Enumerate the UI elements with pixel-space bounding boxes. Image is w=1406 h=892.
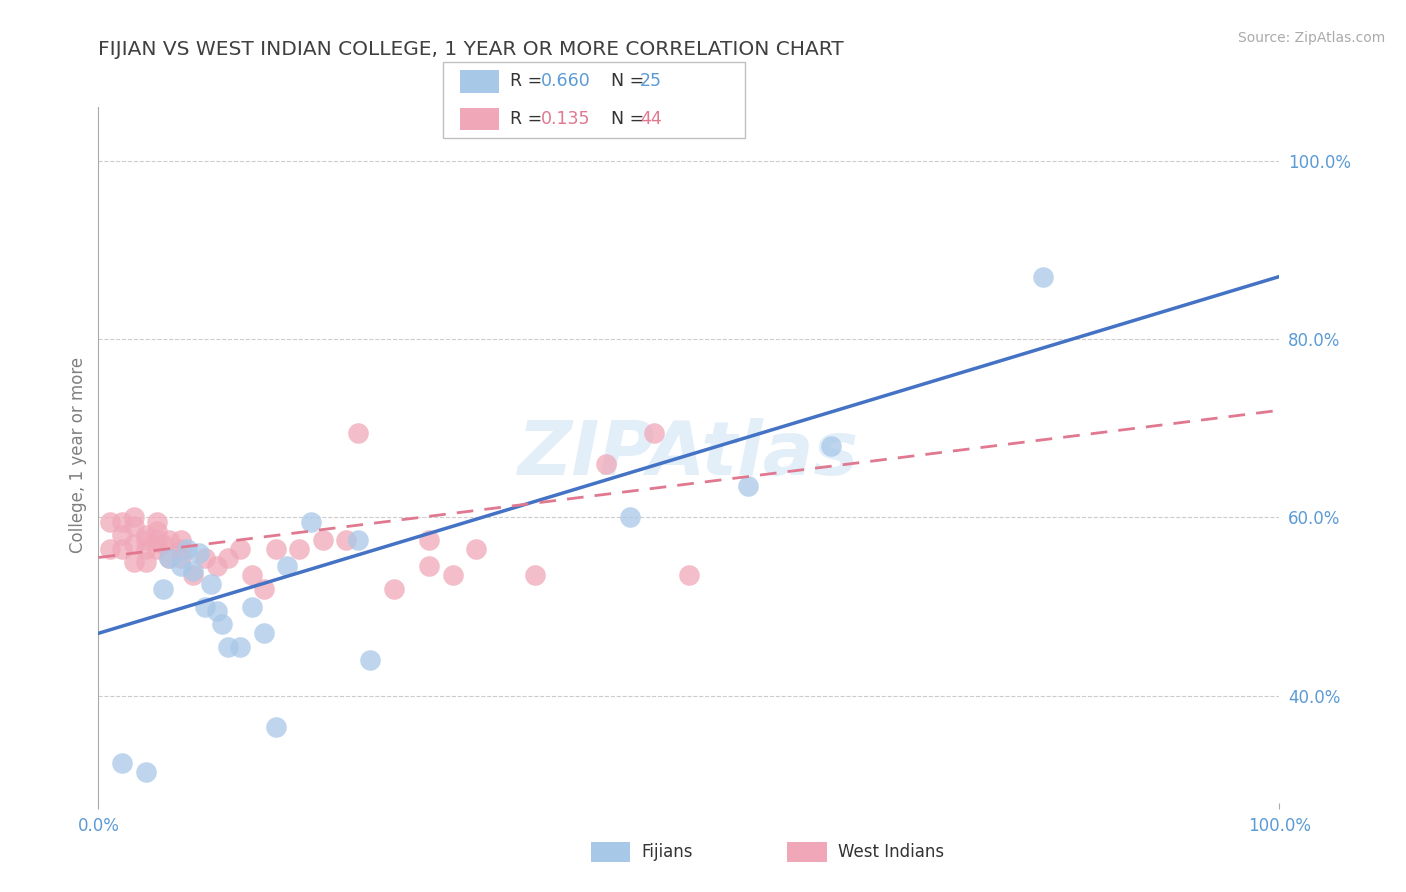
Point xyxy=(111,528,134,542)
Point xyxy=(170,559,193,574)
Point xyxy=(176,541,198,556)
Point xyxy=(157,550,180,565)
Point xyxy=(122,510,145,524)
Point xyxy=(146,541,169,556)
Point xyxy=(122,555,145,569)
Point xyxy=(264,720,287,734)
Point xyxy=(181,568,204,582)
Point xyxy=(264,541,287,556)
Text: FIJIAN VS WEST INDIAN COLLEGE, 1 YEAR OR MORE CORRELATION CHART: FIJIAN VS WEST INDIAN COLLEGE, 1 YEAR OR… xyxy=(98,40,844,59)
Point xyxy=(240,568,263,582)
Text: 44: 44 xyxy=(640,111,661,128)
Point xyxy=(678,568,700,582)
Point xyxy=(122,519,145,533)
Text: R =: R = xyxy=(510,72,548,90)
Point xyxy=(187,546,209,560)
Point xyxy=(135,533,157,547)
Text: 25: 25 xyxy=(640,72,662,90)
Point xyxy=(737,479,759,493)
Text: 0.135: 0.135 xyxy=(541,111,591,128)
Point xyxy=(135,541,157,556)
Point xyxy=(146,524,169,538)
Point xyxy=(299,515,322,529)
Point xyxy=(135,528,157,542)
Point xyxy=(347,425,370,440)
Point xyxy=(359,653,381,667)
Text: ZIPAtlas: ZIPAtlas xyxy=(519,418,859,491)
Point xyxy=(229,640,252,654)
Text: Fijians: Fijians xyxy=(641,843,693,861)
Point xyxy=(347,533,370,547)
Text: Source: ZipAtlas.com: Source: ZipAtlas.com xyxy=(1237,31,1385,45)
Point xyxy=(276,559,298,574)
Point xyxy=(312,533,335,547)
Point xyxy=(122,537,145,551)
Point xyxy=(98,541,121,556)
Point xyxy=(595,457,617,471)
Point xyxy=(170,541,193,556)
Point xyxy=(524,568,547,582)
Text: West Indians: West Indians xyxy=(838,843,943,861)
Point xyxy=(194,599,217,614)
Point xyxy=(170,533,193,547)
Point xyxy=(157,550,180,565)
Point xyxy=(111,515,134,529)
Text: R =: R = xyxy=(510,111,554,128)
Point xyxy=(253,626,276,640)
Text: N =: N = xyxy=(600,111,650,128)
Point xyxy=(441,568,464,582)
Point xyxy=(1032,269,1054,284)
Point xyxy=(98,515,121,529)
Point xyxy=(619,510,641,524)
Point xyxy=(465,541,488,556)
Point xyxy=(229,541,252,556)
Point xyxy=(181,564,204,578)
Point xyxy=(157,533,180,547)
Point xyxy=(253,582,276,596)
Y-axis label: College, 1 year or more: College, 1 year or more xyxy=(69,357,87,553)
Point xyxy=(146,533,169,547)
Point xyxy=(135,764,157,779)
Point xyxy=(335,533,357,547)
Point xyxy=(217,550,239,565)
Point xyxy=(240,599,263,614)
Point xyxy=(205,559,228,574)
Text: 0.660: 0.660 xyxy=(541,72,591,90)
Point xyxy=(111,756,134,770)
Point xyxy=(643,425,665,440)
Point xyxy=(288,541,311,556)
Point xyxy=(382,582,405,596)
Point xyxy=(111,541,134,556)
Point xyxy=(200,577,222,591)
Point xyxy=(205,604,228,618)
Point xyxy=(194,550,217,565)
Text: N =: N = xyxy=(600,72,650,90)
Point xyxy=(152,537,174,551)
Point xyxy=(217,640,239,654)
Point xyxy=(820,439,842,453)
Point xyxy=(418,559,440,574)
Point xyxy=(211,617,233,632)
Point xyxy=(418,533,440,547)
Point xyxy=(170,550,193,565)
Point xyxy=(135,555,157,569)
Point xyxy=(152,582,174,596)
Point xyxy=(146,515,169,529)
